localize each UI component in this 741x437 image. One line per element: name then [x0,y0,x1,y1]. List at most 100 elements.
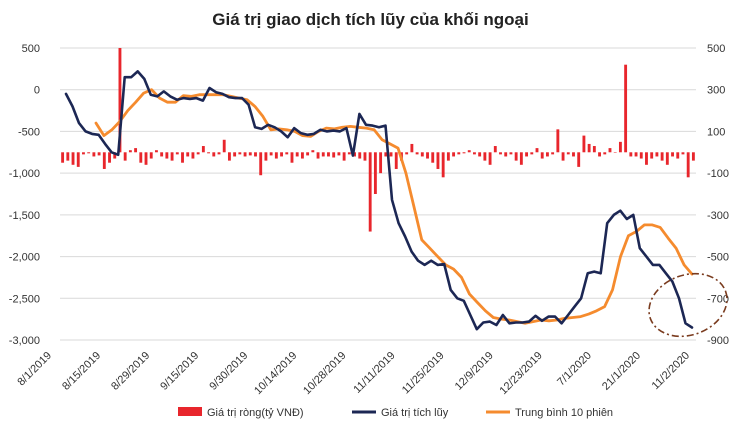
net-value-bar [259,152,263,176]
net-value-bar [509,152,513,155]
net-value-bar [227,152,231,161]
net-value-bar [300,152,304,159]
net-value-bar [160,152,164,157]
x-tick-label: 8/15/2019 [60,350,103,393]
legend-label: Giá trị ròng(tỷ VNĐ) [207,407,304,419]
net-value-bar [379,152,383,174]
net-value-bar [128,150,132,153]
y-right-tick-label: 500 [707,43,725,55]
net-value-bar [285,152,289,155]
net-value-bar [665,152,669,165]
net-value-bar [290,152,294,163]
x-tick-label: 11/2/2020 [650,350,693,393]
x-tick-label: 11/25/2019 [400,350,447,397]
net-value-bar [144,152,148,165]
net-value-bar [681,152,685,155]
net-value-bar [102,152,106,169]
net-value-bar [66,152,70,161]
net-value-bar [587,143,591,153]
net-value-bar [473,152,476,155]
net-value-bar [645,152,648,165]
net-value-bar [76,152,80,167]
net-value-bar [613,152,617,153]
x-tick-label: 9/30/2019 [207,350,250,393]
net-value-bar [504,152,508,157]
net-value-bar [254,152,257,157]
net-value-bar [311,150,315,153]
net-value-bar [530,152,534,155]
net-value-bar [196,152,200,155]
y-left-tick-label: -500 [18,126,40,138]
net-value-bar [566,152,570,155]
net-value-bar [556,129,560,153]
net-value-bar [118,48,122,153]
net-value-bar [108,152,111,163]
net-value-bar [207,152,211,154]
moving-average-line [94,88,694,325]
net-value-bar [295,152,299,157]
net-value-bar [608,148,612,153]
net-value-bar [165,152,169,159]
net-value-bar [363,152,367,161]
net-value-bar [123,152,127,161]
net-value-bar [691,152,695,161]
net-value-bar [212,152,216,157]
x-tick-label: 10/28/2019 [301,350,348,397]
x-tick-label: 9/15/2019 [158,350,201,393]
y-right-tick-label: -900 [707,335,729,347]
y-left-tick-label: -1,000 [9,168,40,180]
net-value-bar [170,152,174,161]
legend-label: Giá trị tích lũy [381,407,449,419]
y-right-tick-label: -500 [707,252,729,264]
y-left-tick-label: -1,500 [9,210,40,222]
net-value-bar [321,152,325,157]
net-value-bar [347,152,351,155]
net-value-bar [415,152,419,155]
net-value-bar [248,152,252,156]
net-value-bar [535,148,539,153]
y-left-tick-label: -2,500 [9,293,40,305]
net-value-bar [181,152,184,163]
net-value-bar [191,152,195,159]
net-value-bar [462,152,466,154]
net-value-bar [624,64,628,153]
y-left-tick-label: -3,000 [9,335,40,347]
net-value-bar [342,152,346,161]
net-value-bar [389,152,393,157]
net-value-bar [337,152,341,156]
y-left-tick-label: -2,000 [9,252,40,264]
y-right-tick-label: -100 [707,168,729,180]
net-value-bar [598,152,601,157]
net-value-bar [175,152,179,155]
net-value-bar [592,146,596,153]
net-value-bar [426,152,429,159]
net-value-bar [332,152,336,158]
x-tick-label: 8/29/2019 [109,350,152,393]
net-value-bar [113,152,117,159]
legend-swatch-net-value [178,407,202,416]
net-value-bar [540,152,544,159]
net-value-bar [561,152,565,161]
chart-title: Giá trị giao dịch tích lũy của khối ngoạ… [212,10,529,29]
net-value-bar [71,152,75,165]
net-value-bar [280,152,283,157]
cumulative-value-line [64,70,694,331]
net-value-bar [264,152,268,161]
net-value-bar [306,152,310,156]
x-tick-label: 8/1/2019 [15,350,54,389]
x-tick-label: 12/23/2019 [497,350,544,397]
net-value-bar [639,152,643,159]
x-tick-label: 21/1/2020 [600,350,643,393]
y-right-tick-label: -300 [707,210,729,222]
net-value-bar [368,152,372,232]
y-right-tick-label: 300 [707,85,725,97]
net-value-bar [577,152,581,167]
net-value-bar [545,152,549,157]
net-value-bar [493,146,497,153]
net-value-bar [457,152,461,155]
net-value-bar [478,152,482,157]
net-value-bar [269,152,273,156]
net-value-bar [243,152,247,157]
net-value-bar [660,152,664,161]
